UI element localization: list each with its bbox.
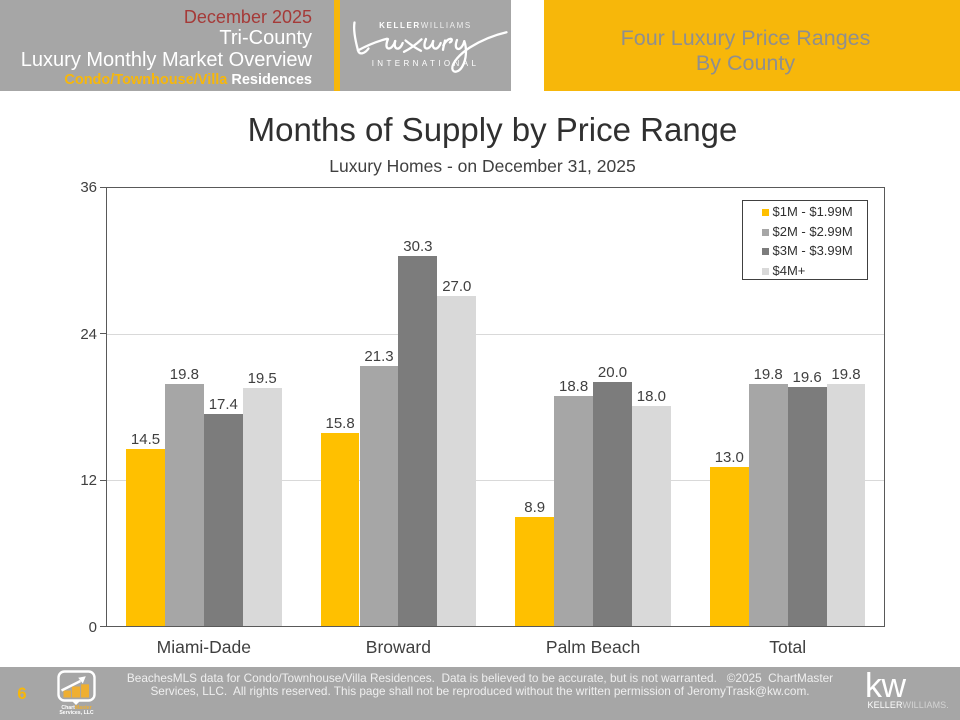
svg-text:Services, LLC: Services, LLC xyxy=(59,710,94,716)
svg-text:ChartMaster: ChartMaster xyxy=(61,705,91,711)
